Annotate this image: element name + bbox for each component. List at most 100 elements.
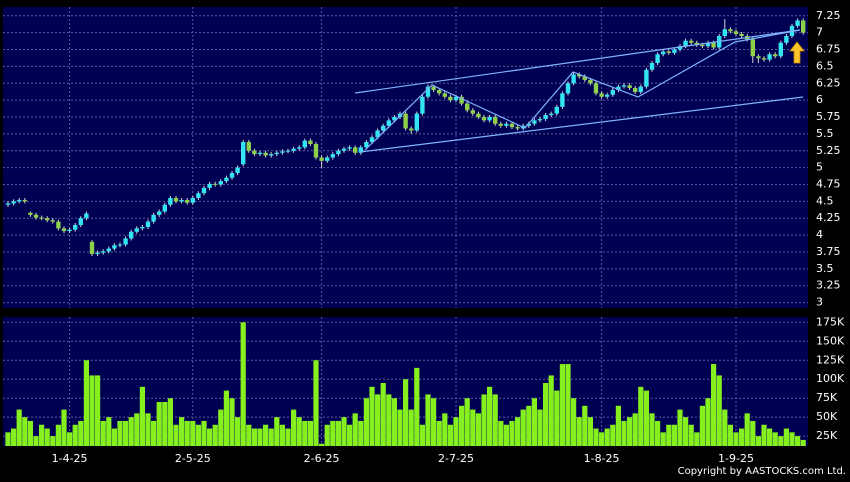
- volume-bar: [615, 405, 621, 446]
- candle-body: [213, 183, 218, 185]
- y-tick-label: 4: [816, 228, 823, 241]
- candle-body: [229, 173, 235, 178]
- candle-body: [308, 140, 313, 145]
- volume-bar: [711, 364, 717, 446]
- candle-body: [549, 113, 554, 115]
- candle-body: [801, 20, 806, 33]
- y-tick-label: 7: [816, 26, 823, 39]
- candle-body: [481, 117, 487, 121]
- volume-bar: [789, 432, 795, 446]
- copyright: Copyright by AASTOCKS.com Ltd.: [678, 466, 846, 477]
- volume-bar: [638, 386, 644, 446]
- candle-body: [476, 113, 481, 118]
- candle-body: [504, 123, 509, 126]
- volume-bar: [100, 420, 106, 446]
- candle-body: [420, 96, 425, 114]
- volume-bar: [274, 417, 280, 446]
- volume-bar: [699, 405, 705, 446]
- volume-bar: [263, 424, 269, 446]
- x-tick-label: 1-9-25: [718, 452, 754, 465]
- candle-body: [582, 76, 587, 80]
- volume-bar: [677, 409, 683, 446]
- y-tick-label: 6.5: [816, 59, 834, 72]
- candle-body: [750, 39, 755, 57]
- volume-bar: [50, 436, 56, 446]
- volume-bar: [475, 413, 481, 446]
- volume-bar: [543, 383, 549, 446]
- candle-body: [252, 150, 257, 155]
- volume-bar: [352, 413, 358, 446]
- volume-bar: [554, 390, 560, 446]
- volume-bar: [727, 424, 733, 446]
- volume-bar: [324, 424, 330, 446]
- volume-bar: [627, 417, 633, 446]
- candle-body: [386, 120, 391, 126]
- candle-body: [89, 241, 95, 255]
- candle-body: [711, 42, 716, 48]
- volume-bar: [16, 409, 22, 446]
- candle-body: [577, 74, 582, 77]
- volume-bar: [733, 432, 739, 446]
- volume-bar: [739, 428, 745, 446]
- volume-bar: [397, 409, 403, 446]
- volume-bar: [117, 420, 123, 446]
- volume-bar: [571, 398, 577, 446]
- volume-bar: [643, 390, 649, 446]
- volume-bar: [503, 424, 509, 446]
- volume-bar: [67, 432, 73, 446]
- volume-bar: [251, 428, 257, 446]
- y-tick-label: 7.25: [816, 9, 841, 22]
- volume-bar: [151, 420, 157, 446]
- candle-body: [509, 123, 515, 128]
- candle-body: [588, 79, 593, 84]
- candle-body: [739, 33, 744, 37]
- volume-bar: [190, 420, 196, 446]
- candle-body: [403, 113, 408, 129]
- x-tick-label: 2-6-25: [304, 452, 340, 465]
- candle-body: [599, 93, 604, 97]
- volume-bar: [470, 409, 476, 446]
- candle-body: [425, 86, 431, 97]
- candle-body: [431, 86, 436, 91]
- candle-body: [554, 106, 559, 114]
- candle-body: [369, 137, 375, 142]
- candle-body: [330, 154, 335, 158]
- y-tick-label: 125K: [816, 353, 845, 366]
- volume-bar: [767, 428, 773, 446]
- y-tick-label: 3.25: [816, 279, 841, 292]
- volume-bar: [330, 420, 336, 446]
- candle-body: [493, 117, 498, 124]
- volume-bar: [246, 424, 252, 446]
- volume-bar: [229, 398, 235, 446]
- candle-body: [487, 117, 492, 121]
- candle-body: [347, 147, 352, 149]
- volume-bar: [212, 424, 218, 446]
- candle-body: [358, 147, 363, 153]
- channel-upper: [354, 29, 801, 94]
- volume-bar: [431, 398, 437, 446]
- candle-body: [689, 40, 694, 43]
- candle-body: [649, 63, 655, 70]
- volume-bar: [459, 405, 465, 446]
- candle-body: [705, 42, 711, 47]
- volume-bar: [795, 436, 801, 446]
- candle-body: [33, 214, 39, 218]
- candle-body: [325, 157, 330, 161]
- y-tick-label: 5.75: [816, 110, 841, 123]
- candle-body: [50, 220, 55, 222]
- candle-body: [246, 141, 251, 151]
- x-tick-label: 2-5-25: [175, 452, 211, 465]
- candle-body: [5, 203, 11, 205]
- volume-bar: [134, 413, 140, 446]
- candle-body: [123, 238, 128, 245]
- y-tick-label: 4.75: [816, 177, 841, 190]
- volume-bar: [319, 443, 325, 446]
- candle-body: [274, 152, 279, 155]
- volume-bar: [156, 401, 162, 446]
- candle-body: [465, 103, 470, 111]
- candle-body: [795, 20, 800, 26]
- candle-body: [728, 29, 733, 32]
- candle-body: [526, 123, 531, 126]
- volume-bar: [291, 409, 297, 446]
